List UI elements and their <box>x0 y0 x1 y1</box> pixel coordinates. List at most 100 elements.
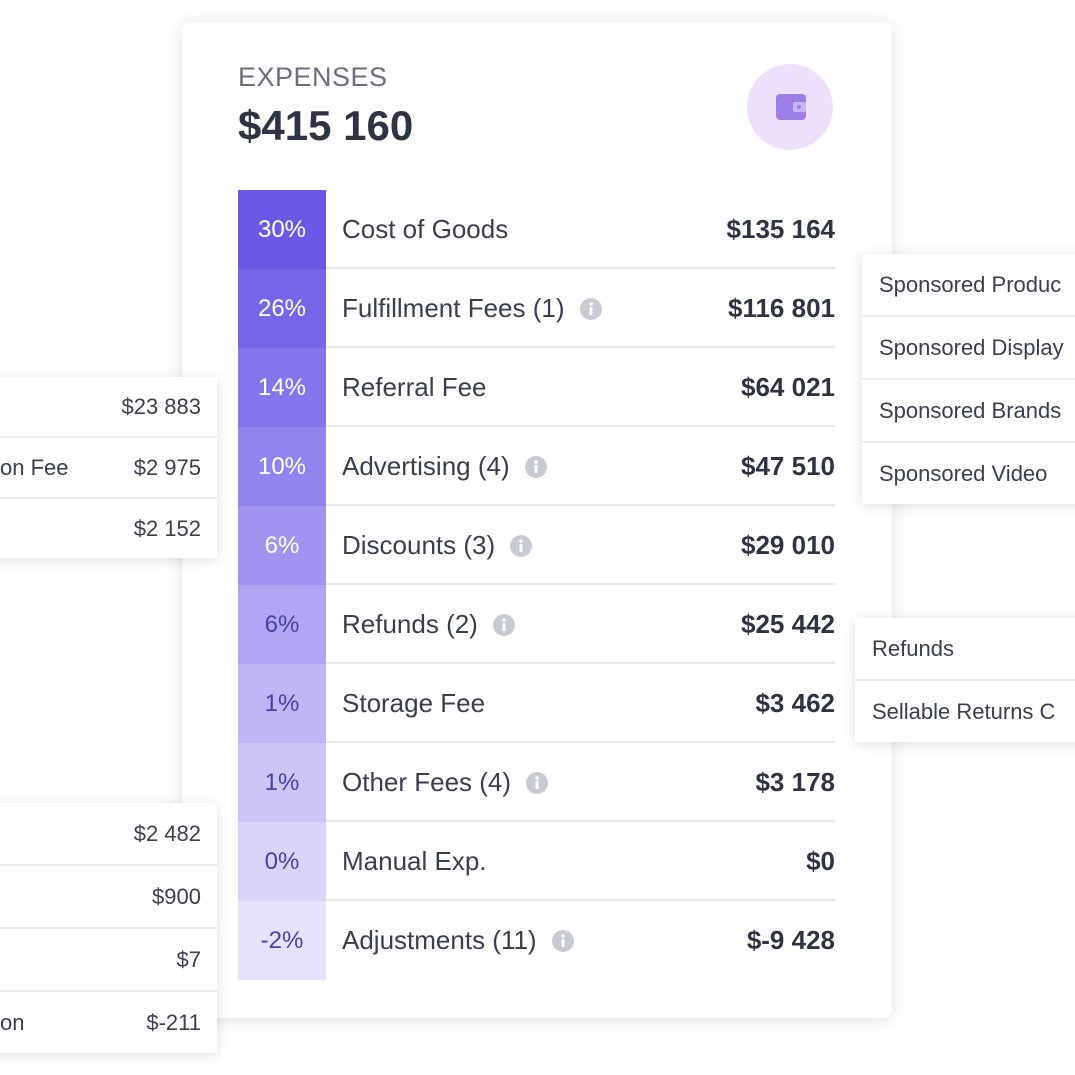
percent-cell: -2% <box>238 901 326 980</box>
panel-label: Sponsored Brands <box>879 397 1062 423</box>
expense-row: 1% Storage Fee $3 462 <box>238 664 835 743</box>
percent-cell: 1% <box>238 664 326 743</box>
expenses-card: EXPENSES $415 160 30% Cost of Goods $135 1… <box>182 22 892 1018</box>
panel-row: on Fee $2 975 <box>0 438 217 499</box>
percent-cell: 30% <box>238 190 326 269</box>
row-amount: $-9 428 <box>746 925 835 955</box>
panel-label: Sponsored Display <box>879 334 1064 360</box>
panel-row: Sellable Returns C <box>855 681 1075 742</box>
expense-row: -2% Adjustments (11) $-9 428 <box>238 901 835 980</box>
row-amount: $47 510 <box>741 451 835 481</box>
expense-row: 1% Other Fees (4) $3 178 <box>238 743 835 822</box>
panel-amount: $2 482 <box>133 820 201 846</box>
row-divider <box>326 267 835 269</box>
row-label: Advertising (4) <box>342 427 548 506</box>
percent-cell: 10% <box>238 427 326 506</box>
row-divider <box>326 820 835 822</box>
panel-amount: $900 <box>152 883 201 909</box>
detail-panel: Sponsored Produc Sponsored Display Sponsor… <box>862 254 1075 504</box>
info-icon[interactable] <box>579 297 603 321</box>
panel-row: Sponsored Video <box>862 443 1075 504</box>
panel-label: on Fee <box>0 454 69 480</box>
panel-row: Refunds <box>855 618 1075 681</box>
label-text: Discounts (3) <box>342 530 496 560</box>
row-label: Cost of Goods <box>342 190 508 269</box>
info-icon[interactable] <box>492 613 516 637</box>
panel-row: $7 <box>0 929 217 992</box>
row-label: Storage Fee <box>342 664 485 743</box>
panel-row: $2 482 <box>0 803 217 866</box>
panel-row: Sponsored Display <box>862 317 1075 380</box>
expense-row: 14% Referral Fee $64 021 <box>238 348 835 427</box>
row-amount: $25 442 <box>741 609 835 639</box>
card-total: $415 160 <box>238 102 414 149</box>
percent-cell: 1% <box>238 743 326 822</box>
row-label: Adjustments (11) <box>342 901 575 980</box>
panel-row: $2 152 <box>0 499 217 558</box>
panel-amount: $7 <box>176 946 201 972</box>
label-text: Fulfillment Fees (1) <box>342 293 565 323</box>
panel-label: Sponsored Produc <box>879 271 1062 297</box>
label-text: Storage Fee <box>342 688 486 718</box>
row-label: Fulfillment Fees (1) <box>342 269 603 348</box>
row-divider <box>326 899 835 901</box>
row-label: Manual Exp. <box>342 822 487 901</box>
detail-panel: $2 482 $900 $7 on $-211 <box>0 803 217 1053</box>
row-divider <box>326 741 835 743</box>
row-divider <box>326 425 835 427</box>
row-label: Refunds (2) <box>342 585 516 664</box>
row-divider <box>326 504 835 506</box>
info-icon[interactable] <box>525 771 549 795</box>
wallet-icon <box>747 64 833 150</box>
expense-table: 30% Cost of Goods $135 164 26% Fulfillment F… <box>238 190 835 980</box>
row-amount: $116 801 <box>727 293 835 323</box>
row-amount: $3 178 <box>755 767 835 797</box>
panel-row: on $-211 <box>0 992 217 1053</box>
row-divider <box>326 662 835 664</box>
panel-row: $23 883 <box>0 377 217 438</box>
percent-cell: 26% <box>238 269 326 348</box>
label-text: Cost of Goods <box>342 214 509 244</box>
panel-label: Refunds <box>872 635 954 661</box>
expense-row: 6% Refunds (2) $25 442 <box>238 585 835 664</box>
row-amount: $135 164 <box>726 214 835 244</box>
row-amount: $64 021 <box>741 372 835 402</box>
expense-row: 10% Advertising (4) $47 510 <box>238 427 835 506</box>
row-divider <box>326 583 835 585</box>
panel-amount: $23 883 <box>121 393 201 419</box>
panel-row: $900 <box>0 866 217 929</box>
row-label: Discounts (3) <box>342 506 533 585</box>
percent-cell: 6% <box>238 506 326 585</box>
panel-amount: $2 152 <box>133 515 201 541</box>
panel-amount: $2 975 <box>133 454 201 480</box>
info-icon[interactable] <box>524 455 548 479</box>
label-text: Manual Exp. <box>342 846 487 876</box>
card-title: EXPENSES <box>238 62 388 92</box>
panel-label: Sponsored Video <box>879 460 1048 486</box>
row-label: Other Fees (4) <box>342 743 549 822</box>
panel-label: Sellable Returns C <box>872 698 1056 724</box>
panel-row: Sponsored Brands <box>862 380 1075 443</box>
expense-row: 30% Cost of Goods $135 164 <box>238 190 835 269</box>
row-amount: $3 462 <box>755 688 835 718</box>
label-text: Referral Fee <box>342 372 487 402</box>
label-text: Adjustments (11) <box>342 925 537 955</box>
detail-panel: Refunds Sellable Returns C <box>855 618 1075 742</box>
expense-row: 0% Manual Exp. $0 <box>238 822 835 901</box>
detail-panel: $23 883 on Fee $2 975 $2 152 <box>0 377 217 558</box>
label-text: Other Fees (4) <box>342 767 512 797</box>
label-text: Refunds (2) <box>342 609 478 639</box>
info-icon[interactable] <box>551 929 575 953</box>
row-amount: $29 010 <box>741 530 835 560</box>
label-text: Advertising (4) <box>342 451 510 481</box>
row-divider <box>326 346 835 348</box>
percent-cell: 6% <box>238 585 326 664</box>
percent-cell: 14% <box>238 348 326 427</box>
info-icon[interactable] <box>509 534 533 558</box>
expense-row: 26% Fulfillment Fees (1) $116 801 <box>238 269 835 348</box>
expense-row: 6% Discounts (3) $29 010 <box>238 506 835 585</box>
percent-cell: 0% <box>238 822 326 901</box>
row-amount: $0 <box>806 846 835 876</box>
row-label: Referral Fee <box>342 348 487 427</box>
